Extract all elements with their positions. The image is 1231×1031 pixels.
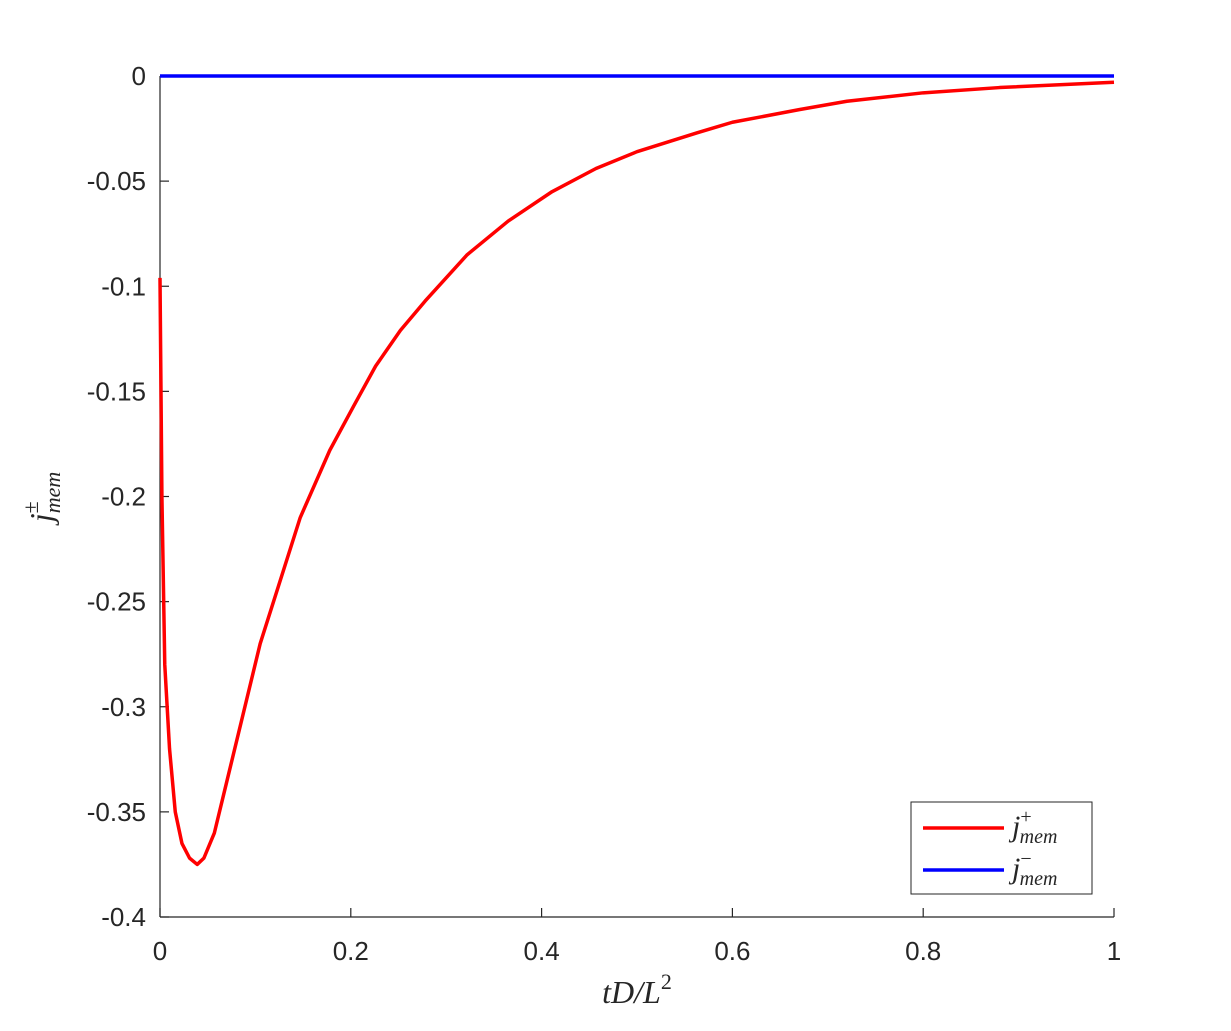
y-tick-label: -0.15 [87,376,146,406]
y-tick-label: -0.35 [87,797,146,827]
data-line [158,80,1115,867]
legend-sub: mem [1020,826,1058,848]
y-label-sub: mem [40,472,65,514]
legend-base: j [1008,852,1020,885]
y-label-base: j [23,513,59,526]
x-tick-label: 0.6 [714,936,750,966]
x-label-sup: 2 [661,969,672,994]
legend-label: j− mem [1008,848,1057,890]
y-tick-label: -0.3 [101,692,146,722]
y-tick-label: -0.2 [101,482,146,512]
y-tick-label: -0.25 [87,587,146,617]
legend-label: j+ mem [1008,806,1057,848]
x-axis-label: tD/L2 [602,969,672,1010]
legend-sub: mem [1020,868,1058,890]
x-label-text: tD/L [602,974,661,1010]
y-tick-label: -0.1 [101,271,146,301]
x-tick-label: 0 [153,936,167,966]
legend-base: j [1008,810,1020,843]
legend-sup: + [1020,806,1031,828]
x-tick-label: 0.4 [524,936,560,966]
y-tick-label: 0 [132,61,146,91]
x-tick-label: 1 [1107,936,1121,966]
legend-box [910,801,1093,895]
x-tick-label: 0.2 [333,936,369,966]
x-tick-label: 0.8 [905,936,941,966]
y-axis-label: j±mem [18,472,65,527]
legend-sup: − [1020,848,1031,870]
y-tick-label: -0.4 [101,902,146,932]
y-tick-label: -0.05 [87,166,146,196]
y-label-sup: ± [18,501,43,513]
